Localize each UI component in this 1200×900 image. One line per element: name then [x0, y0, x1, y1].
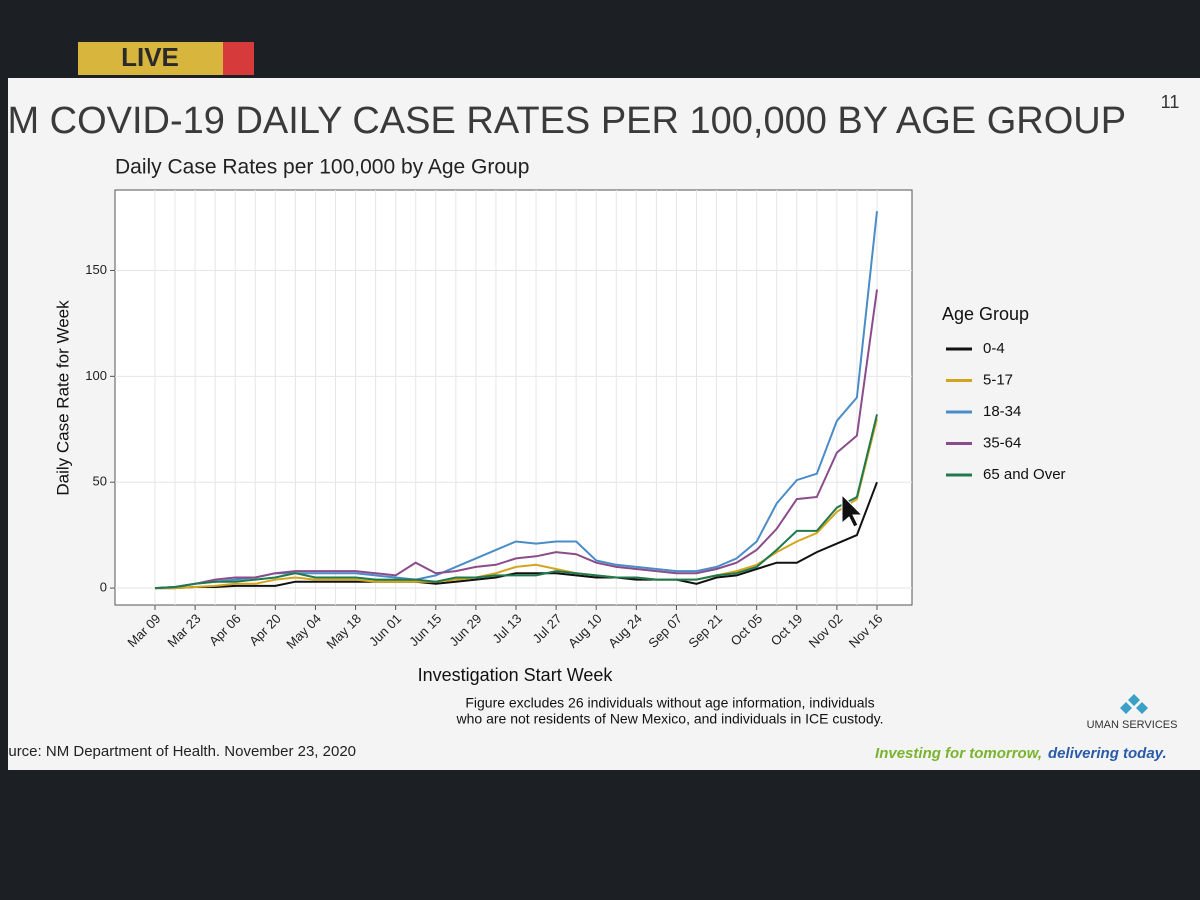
logo-text: UMAN SERVICES [1087, 719, 1178, 731]
y-tick-label: 100 [85, 368, 107, 383]
series-line [155, 481, 878, 590]
series-line [154, 414, 878, 590]
logo-icon [1120, 694, 1148, 714]
x-axis-label: Investigation Start Week [418, 665, 614, 685]
legend-label: 0-4 [983, 340, 1005, 357]
series-line [155, 418, 878, 590]
legend-label: 18-34 [983, 403, 1021, 420]
chart-title: Daily Case Rates per 100,000 by Age Grou… [115, 156, 529, 179]
legend-title: Age Group [942, 304, 1029, 324]
y-tick-label: 150 [85, 262, 107, 277]
note-line: who are not residents of New Mexico, and… [456, 711, 884, 727]
cursor [841, 493, 864, 528]
source: Source: NM Department of Health. Novembe… [0, 743, 356, 760]
series-line [154, 289, 878, 590]
legend-label: 65 and Over [983, 466, 1066, 483]
live-label: LIVE [121, 42, 179, 72]
slide-title: NM COVID-19 DAILY CASE RATES PER 100,000… [0, 100, 1126, 142]
tagline-a: Investing for tomorrow, [875, 745, 1042, 762]
slide-number: 11 [1161, 92, 1180, 112]
tagline-b: delivering today. [1048, 745, 1167, 762]
y-axis-label: Daily Case Rate for Week [53, 300, 72, 496]
legend-label: 35-64 [983, 434, 1021, 451]
y-tick-label: 0 [100, 579, 107, 594]
note-line: Figure excludes 26 individuals without a… [465, 695, 874, 711]
live-badge-red [223, 42, 254, 75]
legend-label: 5-17 [983, 371, 1013, 388]
plot-area [114, 189, 913, 606]
live-badge [78, 42, 223, 75]
y-tick-label: 50 [93, 474, 107, 489]
